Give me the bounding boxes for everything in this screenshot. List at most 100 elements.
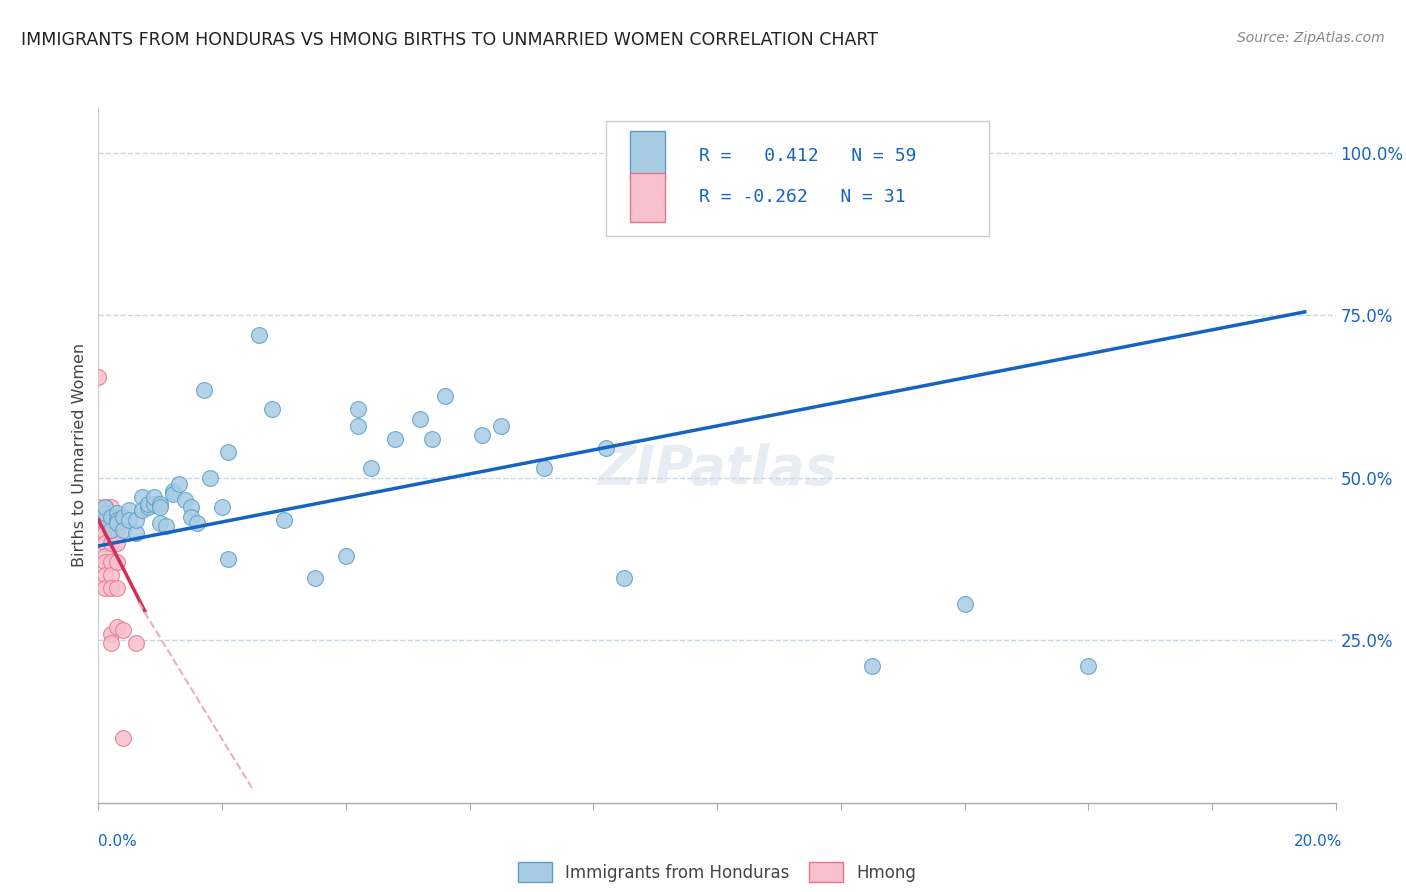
Point — [93, 509, 115, 524]
Point — [100, 636, 122, 650]
Point — [100, 500, 122, 514]
Point — [304, 572, 326, 586]
Text: Source: ZipAtlas.com: Source: ZipAtlas.com — [1237, 31, 1385, 45]
Point — [87, 500, 110, 514]
Point — [105, 513, 128, 527]
Point — [87, 513, 110, 527]
Point — [100, 523, 122, 537]
Point — [217, 444, 239, 458]
Point — [799, 197, 821, 211]
Point — [112, 509, 135, 524]
Text: 20.0%: 20.0% — [1295, 834, 1343, 849]
Bar — [630, 173, 665, 222]
Point — [217, 552, 239, 566]
Point — [100, 523, 122, 537]
Point — [93, 568, 115, 582]
Point — [112, 731, 135, 745]
Point — [247, 327, 270, 342]
Point — [143, 490, 166, 504]
Point — [211, 500, 233, 514]
Point — [149, 497, 172, 511]
Point — [347, 402, 370, 417]
Point — [155, 519, 177, 533]
Point — [100, 581, 122, 595]
Bar — [630, 131, 665, 180]
Point — [409, 412, 432, 426]
Point — [93, 507, 115, 521]
Point — [93, 500, 115, 514]
Point — [105, 516, 128, 531]
Point — [131, 503, 153, 517]
Point — [100, 516, 122, 531]
Point — [260, 402, 283, 417]
Point — [533, 461, 555, 475]
Point — [180, 509, 202, 524]
Point — [384, 432, 406, 446]
Y-axis label: Births to Unmarried Women: Births to Unmarried Women — [72, 343, 87, 567]
Point — [335, 549, 357, 563]
Point — [136, 500, 159, 514]
Point — [93, 525, 115, 540]
Point — [489, 418, 512, 433]
Point — [105, 620, 128, 634]
Point — [162, 483, 184, 498]
Point — [193, 383, 215, 397]
Point — [93, 516, 115, 531]
Point — [613, 572, 636, 586]
Point — [198, 471, 221, 485]
Point — [100, 535, 122, 549]
Point — [93, 500, 115, 514]
Text: 0.0%: 0.0% — [98, 834, 138, 849]
Legend: Immigrants from Honduras, Hmong: Immigrants from Honduras, Hmong — [512, 855, 922, 888]
Point — [100, 626, 122, 640]
Point — [124, 513, 146, 527]
Point — [471, 428, 494, 442]
Point — [131, 490, 153, 504]
Point — [718, 145, 741, 160]
Point — [167, 477, 190, 491]
Point — [112, 523, 135, 537]
Point — [180, 500, 202, 514]
Point — [186, 516, 208, 531]
Point — [595, 442, 617, 456]
Point — [112, 624, 135, 638]
Point — [174, 493, 197, 508]
Point — [143, 497, 166, 511]
Point — [273, 513, 295, 527]
Point — [105, 507, 128, 521]
Point — [105, 523, 128, 537]
Point — [1077, 659, 1099, 673]
Point — [118, 503, 141, 517]
Point — [149, 500, 172, 514]
Point — [100, 568, 122, 582]
Point — [105, 555, 128, 569]
Point — [422, 432, 444, 446]
Point — [149, 516, 172, 531]
Point — [124, 636, 146, 650]
Text: R = -0.262   N = 31: R = -0.262 N = 31 — [699, 188, 905, 206]
Point — [93, 535, 115, 549]
Text: IMMIGRANTS FROM HONDURAS VS HMONG BIRTHS TO UNMARRIED WOMEN CORRELATION CHART: IMMIGRANTS FROM HONDURAS VS HMONG BIRTHS… — [21, 31, 879, 49]
Point — [706, 161, 728, 176]
Point — [100, 509, 122, 524]
Text: R =   0.412   N = 59: R = 0.412 N = 59 — [699, 147, 915, 165]
Point — [93, 555, 115, 569]
Text: ZIPatlas: ZIPatlas — [598, 442, 837, 495]
Point — [87, 507, 110, 521]
Point — [347, 418, 370, 433]
Point — [360, 461, 382, 475]
Point — [105, 581, 128, 595]
Point — [105, 535, 128, 549]
Point — [93, 581, 115, 595]
Point — [860, 659, 883, 673]
Point — [124, 525, 146, 540]
Point — [118, 513, 141, 527]
Point — [93, 549, 115, 563]
Point — [433, 389, 456, 403]
Point — [100, 555, 122, 569]
Point — [93, 523, 115, 537]
Point — [136, 497, 159, 511]
FancyBboxPatch shape — [606, 121, 990, 235]
Point — [87, 370, 110, 384]
Point — [953, 598, 976, 612]
